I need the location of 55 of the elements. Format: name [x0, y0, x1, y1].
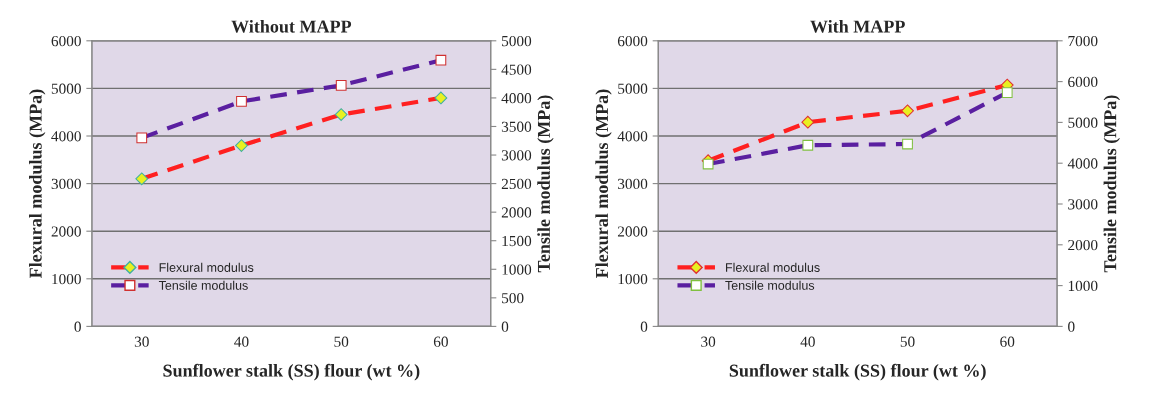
point: [901, 104, 914, 118]
y-tick-label: 0: [74, 321, 81, 332]
y-axis-title: Flexural modulus (MPa): [595, 89, 612, 279]
y2-tick-label: 2000: [501, 207, 532, 218]
y-tick-label: 5000: [51, 83, 81, 94]
y-tick-label: 6000: [51, 35, 81, 47]
legend-label: Flexural modulus: [159, 262, 254, 272]
x-tick-label: 40: [234, 336, 249, 347]
point: [801, 115, 815, 129]
y2-axis-title: Tensile modulus (MPa): [1103, 95, 1120, 273]
y-axis-title: Flexural modulus (MPa): [29, 89, 46, 279]
y2-tick-label: 3000: [501, 150, 532, 161]
y2-tick-label: 3500: [501, 121, 532, 132]
legend-label: Flexural modulus: [726, 262, 820, 272]
x-tick-label: 40: [800, 336, 815, 347]
x-axis-title: Sunflower stalk (SS) flour (wt %): [729, 363, 986, 381]
y2-tick-label: 7000: [1068, 35, 1098, 47]
y-tick-label: 3000: [618, 178, 648, 190]
y-tick-label: 2000: [617, 226, 648, 237]
y2-tick-label: 1000: [1068, 280, 1098, 292]
y-tick-label: 4000: [617, 131, 648, 142]
y2-tick-label: 6000: [1068, 76, 1098, 88]
y2-tick-label: 1500: [502, 235, 532, 247]
x-tick-label: 30: [701, 336, 716, 347]
y2-tick-label: 500: [502, 292, 524, 304]
y2-tick-label: 3000: [1068, 199, 1098, 210]
y2-tick-label: 2500: [501, 178, 532, 190]
y-tick-label: 1000: [52, 273, 81, 285]
y-tick-label: 2000: [51, 226, 81, 237]
x-tick-label: 50: [334, 336, 349, 347]
y-tick-label: 1000: [618, 273, 648, 285]
x-tick-label: 60: [433, 336, 448, 347]
y2-tick-label: 5000: [502, 35, 532, 47]
y2-tick-label: 4000: [501, 93, 532, 104]
y2-tick-label: 1000: [502, 264, 532, 275]
x-axis-title: Sunflower stalk (SS) flour (wt %): [163, 363, 420, 381]
y-tick-label: 3000: [51, 178, 81, 190]
y-tick-label: 6000: [617, 35, 648, 47]
legend-label: Tensile modulus: [725, 280, 815, 290]
chart-title: With MAPP: [810, 19, 905, 33]
x-tick-label: 50: [900, 336, 915, 347]
y2-tick-label: 4500: [501, 64, 532, 75]
x-tick-label: 60: [1000, 336, 1015, 347]
legend-label: Tensile modulus: [158, 280, 248, 290]
y-tick-label: 4000: [51, 131, 81, 142]
x-tick-label: 30: [134, 336, 149, 347]
y2-tick-label: 2000: [1068, 239, 1098, 251]
y2-axis-title: Tensile modulus (MPa): [537, 95, 554, 273]
y2-tick-label: 4000: [1067, 158, 1098, 169]
y-tick-label: 0: [640, 321, 648, 332]
y-tick-label: 5000: [618, 83, 648, 94]
y2-tick-label: 0: [501, 321, 509, 332]
chart-title: Without MAPP: [231, 19, 352, 33]
y2-tick-label: 5000: [1068, 117, 1098, 128]
y2-tick-label: 0: [1068, 321, 1075, 332]
